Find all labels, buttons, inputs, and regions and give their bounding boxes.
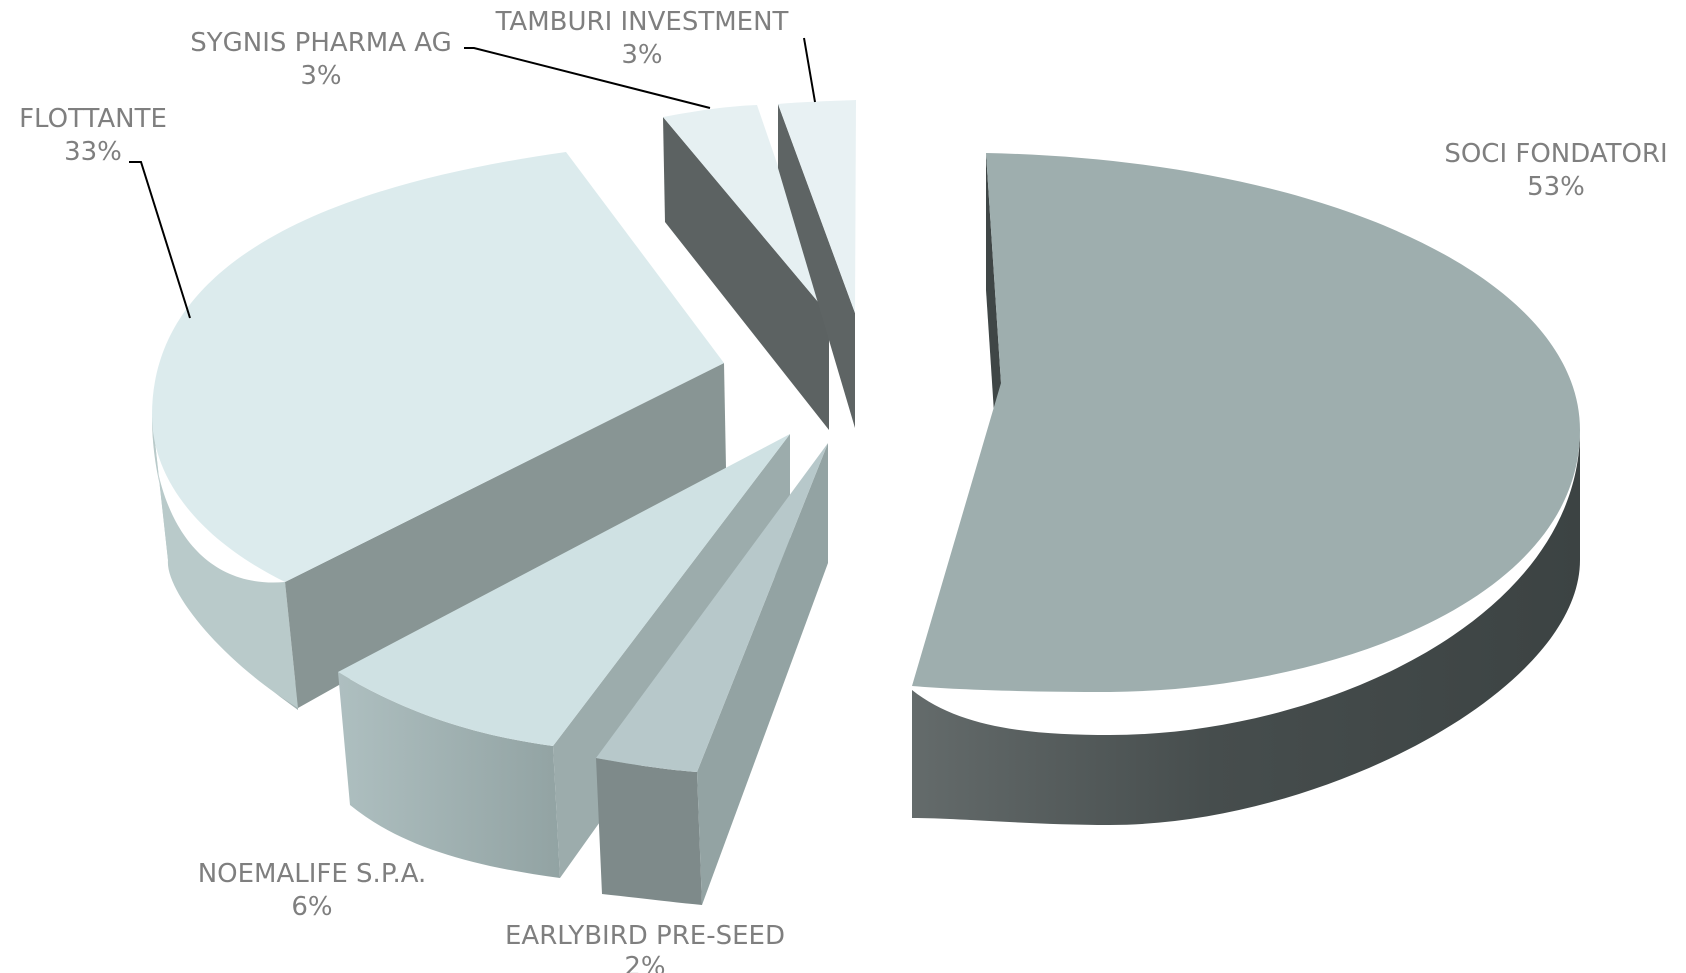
slice-tamburi-inner-side	[778, 104, 855, 428]
label-earlybird: EARLYBIRD PRE-SEED 2%	[505, 921, 785, 973]
slice-soci-fondatori-outer-side	[912, 430, 1580, 825]
slice-sygnis	[663, 105, 829, 430]
leader-line-tamburi	[803, 37, 816, 103]
label-noemalife: NOEMALIFE S.P.A. 6%	[198, 859, 427, 922]
slice-flottante-top	[152, 152, 724, 582]
slice-tamburi-top	[778, 100, 856, 313]
slice-soci-fondatori-top	[912, 153, 1580, 692]
label-sygnis-value: 3%	[300, 61, 341, 91]
label-sygnis: SYGNIS PHARMA AG 3%	[190, 28, 451, 91]
label-flottante: FLOTTANTE 33%	[19, 104, 167, 167]
slice-soci-fondatori	[912, 153, 1580, 825]
label-flottante-value: 33%	[64, 137, 122, 167]
label-earlybird-name: EARLYBIRD PRE-SEED	[505, 921, 785, 951]
label-earlybird-value: 2%	[624, 952, 665, 973]
slice-earlybird-outer-side	[596, 758, 702, 905]
label-noemalife-value: 6%	[291, 892, 332, 922]
slice-noemalife-outer-side	[338, 672, 560, 878]
label-tamburi: TAMBURI INVESTMENT 3%	[495, 7, 789, 70]
leader-line-flottante	[129, 161, 191, 319]
label-flottante-name: FLOTTANTE	[19, 104, 167, 134]
slice-tamburi	[778, 100, 856, 428]
slice-earlybird-inner-side	[697, 443, 828, 905]
label-tamburi-name: TAMBURI INVESTMENT	[495, 7, 789, 37]
label-soci-fondatori-name: SOCI FONDATORI	[1444, 139, 1667, 169]
label-noemalife-name: NOEMALIFE S.P.A.	[198, 859, 427, 889]
slice-flottante-inner-side	[285, 363, 726, 708]
slice-flottante-outer-side-lower	[152, 415, 298, 708]
slice-noemalife-top	[338, 434, 790, 746]
label-soci-fondatori-value: 53%	[1527, 172, 1585, 202]
slice-sygnis-top	[663, 105, 829, 315]
slice-earlybird-top	[596, 443, 828, 772]
leader-line-sygnis	[464, 47, 711, 109]
slice-flottante	[152, 152, 726, 710]
slice-earlybird	[596, 443, 828, 905]
slice-sygnis-inner-side	[663, 117, 829, 430]
label-tamburi-value: 3%	[621, 40, 662, 70]
label-sygnis-name: SYGNIS PHARMA AG	[190, 28, 451, 58]
label-soci-fondatori: SOCI FONDATORI 53%	[1444, 139, 1667, 202]
